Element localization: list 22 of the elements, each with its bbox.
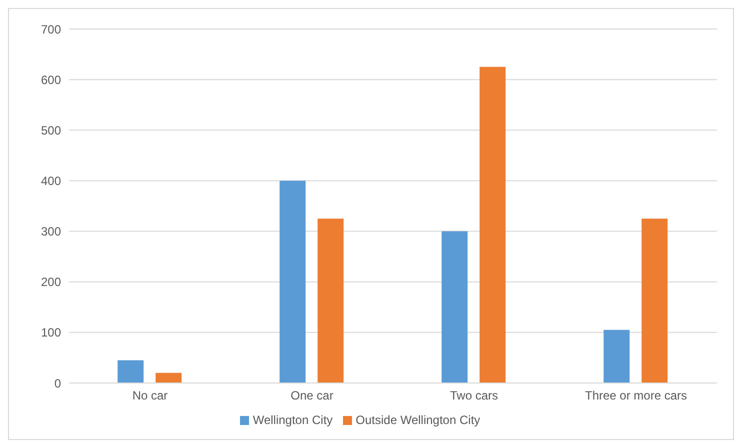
- legend-label: Wellington City: [252, 413, 333, 427]
- y-tick-label: 700: [40, 22, 62, 36]
- x-tick-label: Two cars: [450, 388, 498, 403]
- y-tick-label: 500: [40, 123, 62, 138]
- legend-label: Outside Wellington City: [356, 413, 480, 427]
- y-tick-label: 600: [40, 72, 62, 87]
- bar: [318, 218, 344, 383]
- bar: [442, 231, 468, 383]
- bar: [280, 180, 306, 383]
- x-tick-label: One car: [290, 388, 334, 403]
- x-tick-label: No car: [132, 388, 168, 403]
- y-tick-label: 100: [40, 326, 62, 340]
- y-tick-label: 300: [40, 224, 62, 239]
- y-tick-label: 400: [40, 174, 62, 188]
- bar: [480, 66, 506, 383]
- x-tick-label: Three or more cars: [584, 388, 688, 403]
- y-tick-label: 0: [54, 376, 62, 390]
- y-tick-label: 200: [40, 275, 62, 290]
- bar: [604, 330, 630, 383]
- bar: [118, 360, 144, 383]
- bar: [642, 218, 668, 383]
- bar: [156, 372, 182, 383]
